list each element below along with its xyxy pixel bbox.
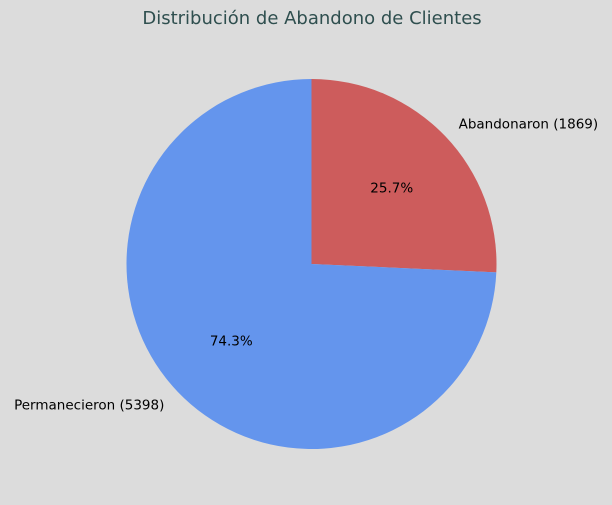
pie-slice-0 <box>311 79 497 273</box>
slice-percent-1: 74.3% <box>210 334 253 350</box>
chart-title: Distribución de Abandono de Clientes <box>142 8 481 29</box>
slice-label-1: Permanecieron (5398) <box>14 398 164 414</box>
pie-slice-1 <box>126 79 497 449</box>
slice-label-0: Abandonaron (1869) <box>459 116 599 132</box>
pie-labels: Abandonaron (1869) 25.7% Permanecieron (53… <box>14 116 598 413</box>
pie-slices <box>126 79 497 449</box>
slice-percent-0: 25.7% <box>370 180 413 196</box>
